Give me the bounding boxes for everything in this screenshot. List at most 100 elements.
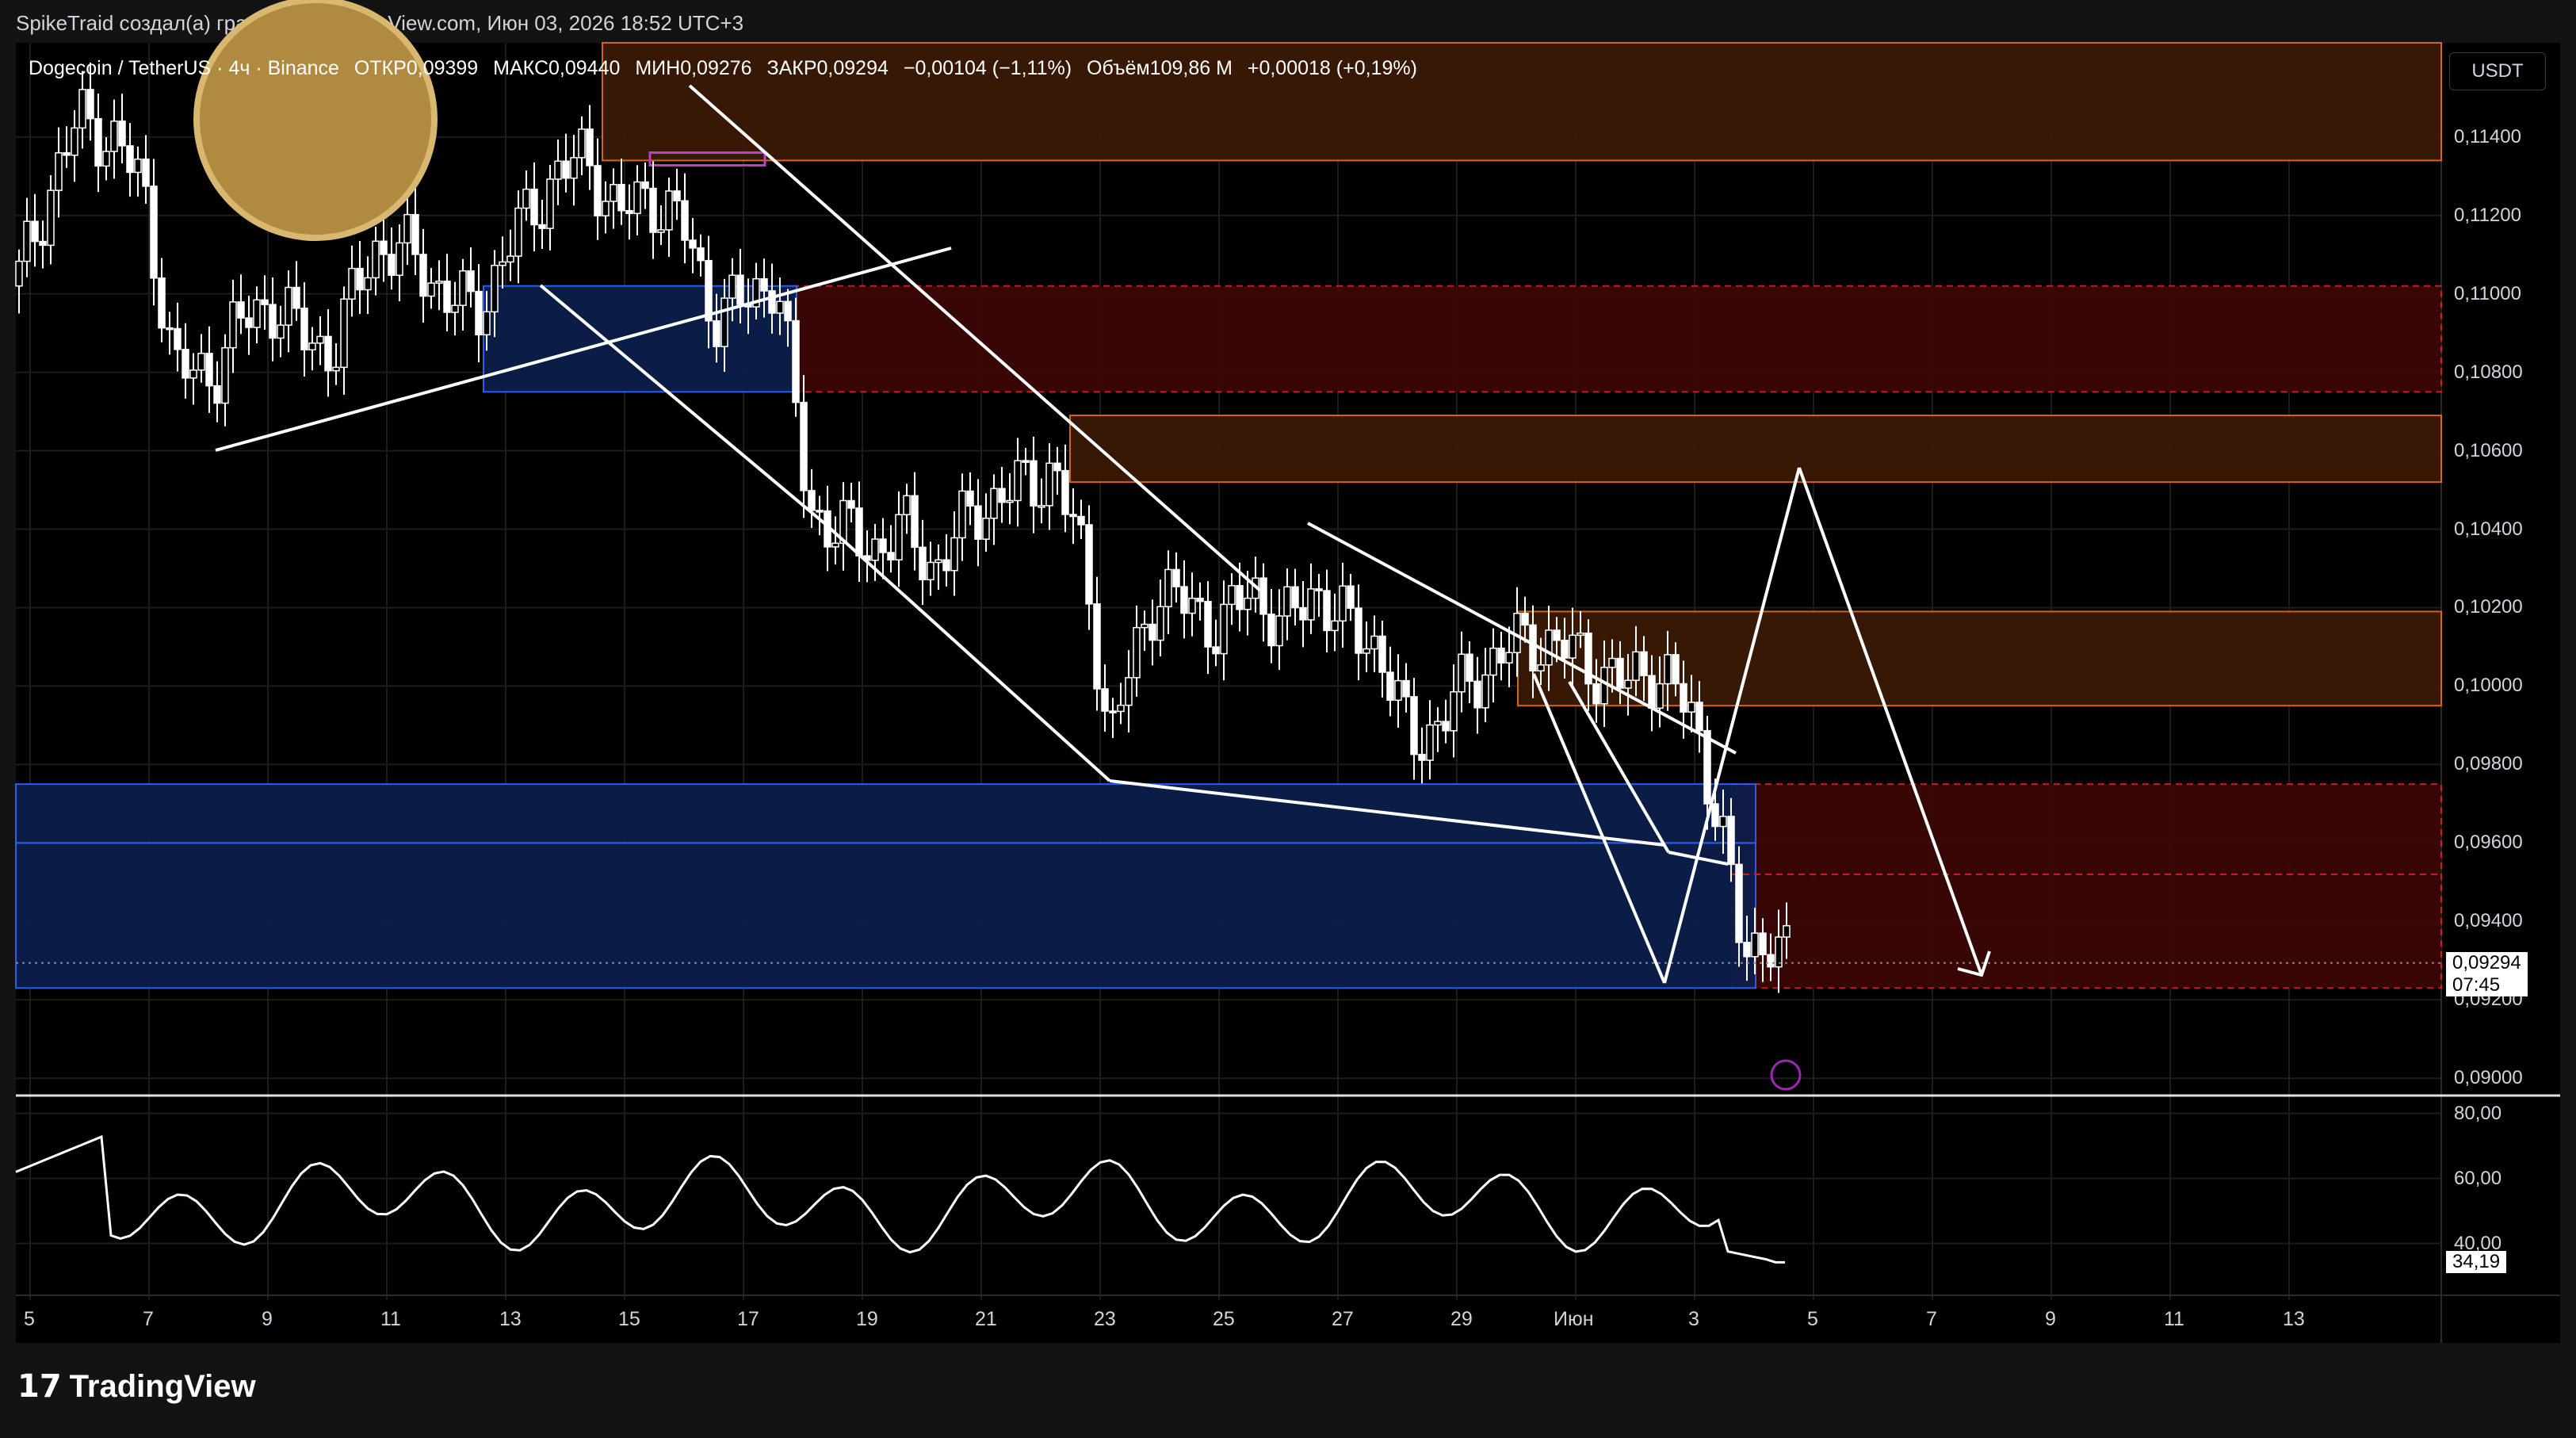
candle-body xyxy=(1426,724,1434,761)
currency-button[interactable]: USDT xyxy=(2449,52,2546,90)
candle-body xyxy=(728,274,736,299)
candle-body xyxy=(633,181,641,215)
trend-line xyxy=(823,522,1111,782)
candle-body xyxy=(86,89,94,120)
candle-body xyxy=(364,277,372,291)
candle-body xyxy=(974,505,982,540)
candle-body xyxy=(998,488,1006,503)
price-axis-label: 0,10200 xyxy=(2454,596,2523,618)
candle-body xyxy=(277,324,285,339)
time-axis-label: 25 xyxy=(1213,1308,1235,1330)
candle-body xyxy=(174,327,182,350)
legend-vol-change: +0,00018 (+0,19%) xyxy=(1247,57,1417,79)
candle-body xyxy=(1244,597,1252,610)
candle-body xyxy=(927,561,934,581)
price-zone-resistance xyxy=(792,285,2442,393)
trend-line xyxy=(1663,467,1801,984)
candle-body xyxy=(31,220,39,243)
time-axis-label: 3 xyxy=(1688,1308,1699,1330)
time-axis-label: 27 xyxy=(1332,1308,1354,1330)
time-axis-label: 29 xyxy=(1450,1308,1473,1330)
candle-body xyxy=(1053,462,1061,472)
candle-body xyxy=(94,117,102,167)
candle-body xyxy=(1141,623,1148,629)
candle-body xyxy=(332,366,340,372)
candle-body xyxy=(1640,651,1648,677)
price-zone-resistance xyxy=(602,42,2442,162)
candle-body xyxy=(1125,677,1133,706)
candle-body xyxy=(610,184,617,202)
arrow-head-icon xyxy=(1957,950,1991,977)
candle-body xyxy=(784,300,792,322)
candle-body xyxy=(1045,462,1053,507)
candle-body xyxy=(340,298,348,369)
candle-body xyxy=(1711,803,1719,828)
trend-line xyxy=(688,84,1262,592)
alert-bolt-icon xyxy=(1770,1059,1802,1091)
rsi-pane xyxy=(15,1112,2441,1264)
candle-body xyxy=(396,242,403,277)
candle-body xyxy=(1394,679,1402,702)
candle-body xyxy=(118,120,126,147)
candle-body xyxy=(538,224,546,229)
candle-body xyxy=(1061,469,1069,515)
candle-body xyxy=(562,160,570,179)
candle-body xyxy=(1014,460,1022,502)
time-axis-label: 9 xyxy=(2045,1308,2056,1330)
candle-body xyxy=(982,518,990,540)
candle-body xyxy=(752,277,760,308)
candle-body xyxy=(1489,647,1497,676)
price-axis-label: 0,09400 xyxy=(2454,910,2523,932)
candle-body xyxy=(1458,653,1466,693)
candle-body xyxy=(71,127,78,156)
candle-body xyxy=(720,297,728,347)
candle-body xyxy=(245,317,253,328)
candle-body xyxy=(1521,612,1529,626)
candle-body xyxy=(1529,624,1537,671)
candle-body xyxy=(681,200,689,241)
candle-body xyxy=(1307,588,1315,621)
candle-body xyxy=(697,247,705,262)
candle-body xyxy=(657,229,665,233)
candle-body xyxy=(419,254,427,297)
candle-body xyxy=(966,490,974,507)
candle-body xyxy=(1561,639,1569,659)
tradingview-logo-icon: 𝟭𝟳 xyxy=(17,1369,62,1404)
candle-body xyxy=(506,255,514,263)
candle-body xyxy=(134,159,142,174)
tradingview-brand[interactable]: 𝟭𝟳 TradingView xyxy=(17,1368,256,1405)
candle-body xyxy=(1069,514,1077,518)
trend-drawings xyxy=(215,84,1991,984)
candle-body xyxy=(665,190,673,231)
time-axis-label: 5 xyxy=(1807,1308,1818,1330)
candle-body xyxy=(1569,634,1577,659)
candle-body xyxy=(641,181,649,189)
candle-body xyxy=(602,201,610,216)
candle-body xyxy=(594,165,602,216)
candle-body xyxy=(1299,606,1307,621)
candle-body xyxy=(578,128,586,159)
candle-body xyxy=(713,320,720,347)
candle-body xyxy=(1196,598,1204,602)
legend-open: ОТКР0,09399 xyxy=(354,57,479,79)
candle-body xyxy=(1315,588,1323,591)
candle-body xyxy=(23,220,31,262)
candle-body xyxy=(1212,646,1220,655)
candle-body xyxy=(1164,568,1172,608)
legend-symbol[interactable]: Dogecoin / TetherUS · 4ч · Binance xyxy=(29,57,339,79)
candle-body xyxy=(221,346,229,404)
candle-body xyxy=(467,270,475,293)
candle-body xyxy=(348,267,356,300)
candle-body xyxy=(942,559,950,572)
time-axis-label: Июн xyxy=(1554,1308,1594,1330)
candle-body xyxy=(1775,936,1783,968)
time-axis-label: 13 xyxy=(499,1308,522,1330)
time-axis-label: 23 xyxy=(1094,1308,1116,1330)
candle-body xyxy=(1291,586,1299,609)
candle-body xyxy=(1600,667,1608,705)
candle-body xyxy=(705,259,713,322)
candle-body xyxy=(1497,647,1505,664)
candle-body xyxy=(356,267,364,291)
candle-body xyxy=(229,301,237,349)
